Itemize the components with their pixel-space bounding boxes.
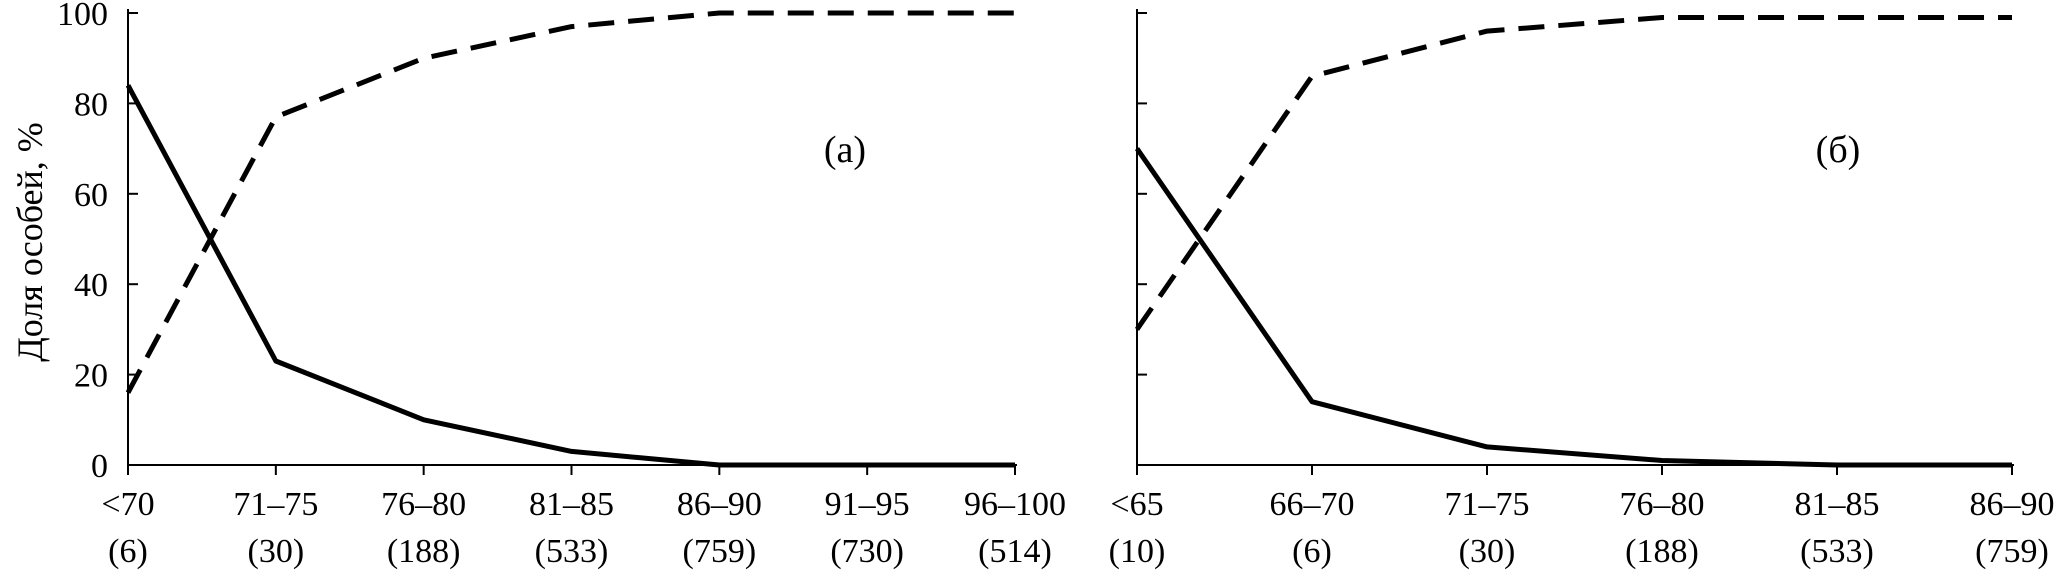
x-count-label: (188) xyxy=(1625,533,1699,570)
x-count-label: (6) xyxy=(108,533,148,570)
x-count-label: (533) xyxy=(535,533,609,570)
x-tick-label: 86–90 xyxy=(1970,486,2055,523)
x-count-label: (6) xyxy=(1292,533,1332,570)
x-tick-label: 81–85 xyxy=(1795,486,1880,523)
series-line-dashed xyxy=(1134,15,2012,331)
x-tick-label: 71–75 xyxy=(233,486,318,523)
x-tick-label: 81–85 xyxy=(529,486,614,523)
series-line-solid xyxy=(125,84,1015,468)
panel-label: (а) xyxy=(824,129,866,171)
x-tick-label: <65 xyxy=(1110,486,1163,523)
y-tick-label: 80 xyxy=(74,86,108,123)
y-tick-label: 100 xyxy=(57,0,108,33)
x-count-label: (759) xyxy=(683,533,757,570)
x-tick-label: 76–80 xyxy=(1620,486,1705,523)
y-axis-title: Доля особей, % xyxy=(10,122,50,362)
series-line-dashed xyxy=(125,10,1015,394)
x-count-label: (514) xyxy=(978,533,1052,570)
x-tick-label: 71–75 xyxy=(1445,486,1530,523)
x-count-label: (188) xyxy=(387,533,461,570)
x-tick-label: 76–80 xyxy=(381,486,466,523)
x-tick-label: <70 xyxy=(101,486,154,523)
x-tick-label: 91–95 xyxy=(825,486,910,523)
x-count-label: (730) xyxy=(830,533,904,570)
series-line-solid xyxy=(1134,147,2012,468)
x-tick-label: 96–100 xyxy=(964,486,1066,523)
x-tick-label: 86–90 xyxy=(677,486,762,523)
y-tick-label: 40 xyxy=(74,267,108,304)
x-tick-label: 66–70 xyxy=(1270,486,1355,523)
x-count-label: (30) xyxy=(1459,533,1516,570)
panel-a: 0 20 40 60 80 100 <70 (6) 71–75 (30) 76–80 (188) 81–… xyxy=(57,0,1066,570)
panel-b: <65 (10) 66–70 (6) 71–75 (30) 76–80 (188) 81–85 (… xyxy=(1109,9,2055,570)
panel-label: (б) xyxy=(1816,129,1861,171)
x-count-label: (533) xyxy=(1800,533,1874,570)
x-count-label: (10) xyxy=(1109,533,1166,570)
y-tick-label: 20 xyxy=(74,358,108,395)
y-tick-label: 60 xyxy=(74,177,108,214)
x-count-label: (759) xyxy=(1975,533,2049,570)
x-count-label: (30) xyxy=(248,533,305,570)
y-tick-label: 0 xyxy=(91,448,108,485)
